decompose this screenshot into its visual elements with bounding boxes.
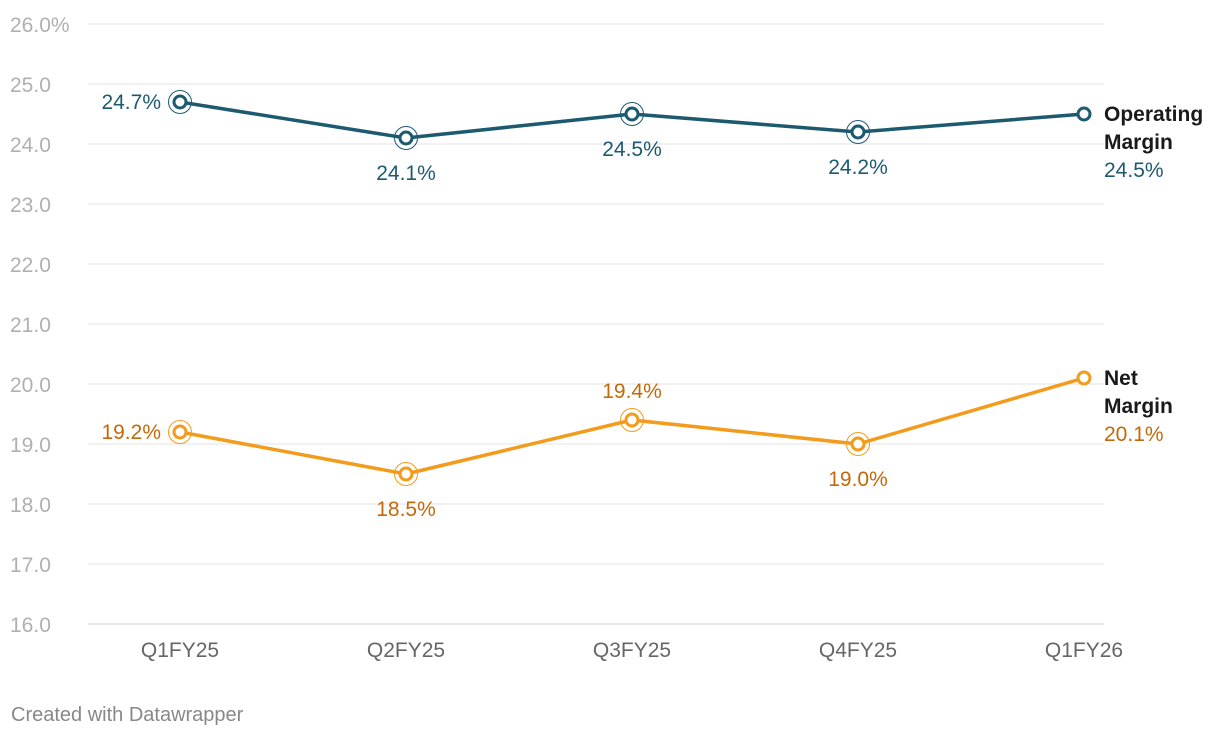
net-point-halo	[168, 420, 192, 444]
y-tick-label: 24.0	[10, 134, 51, 157]
operating-point-halo	[168, 90, 192, 114]
operating-data-label: 24.7%	[101, 91, 161, 114]
operating-point-halo	[846, 120, 870, 144]
y-tick-label: 25.0	[10, 74, 51, 97]
credit-text: Created with Datawrapper	[11, 704, 244, 726]
net-point	[172, 424, 188, 440]
y-tick-label: 17.0	[10, 554, 51, 577]
x-tick-label: Q2FY25	[367, 639, 445, 662]
operating-point	[1076, 106, 1092, 122]
x-tick-label: Q1FY25	[141, 639, 219, 662]
net-data-label: 19.0%	[828, 468, 888, 491]
y-tick-label: 21.0	[10, 314, 51, 337]
operating-series-name: Operating	[1104, 103, 1203, 126]
operating-point-halo	[620, 102, 644, 126]
net-point-halo	[394, 462, 418, 486]
net-series-name: Margin	[1104, 395, 1173, 418]
net-point	[850, 436, 866, 452]
x-tick-label: Q4FY25	[819, 639, 897, 662]
operating-series-name: Margin	[1104, 131, 1173, 154]
y-tick-label: 19.0	[10, 434, 51, 457]
y-tick-label: 22.0	[10, 254, 51, 277]
x-tick-label: Q3FY25	[593, 639, 671, 662]
net-point	[1076, 370, 1092, 386]
net-point-halo	[846, 432, 870, 456]
net-data-label: 19.4%	[602, 380, 662, 403]
y-tick-label: 26.0%	[10, 14, 70, 37]
operating-data-label: 24.1%	[376, 162, 436, 185]
net-data-label: 19.2%	[101, 421, 161, 444]
line-chart: 26.0% 25.0 24.0 23.0 22.0 21.0 20.0 19.0 18.0 17.…	[10, 14, 1203, 662]
net-point-halo	[620, 408, 644, 432]
operating-point	[172, 94, 188, 110]
net-point	[624, 412, 640, 428]
x-tick-label: Q1FY26	[1045, 639, 1123, 662]
net-point	[398, 466, 414, 482]
operating-point-halo	[394, 126, 418, 150]
y-tick-label: 23.0	[10, 194, 51, 217]
y-tick-label: 16.0	[10, 614, 51, 637]
net-data-label: 20.1%	[1104, 423, 1164, 446]
net-series-name: Net	[1104, 367, 1138, 390]
y-tick-label: 20.0	[10, 374, 51, 397]
net-data-label: 18.5%	[376, 498, 436, 521]
operating-data-label: 24.5%	[1104, 159, 1164, 182]
operating-point	[398, 130, 414, 146]
operating-data-label: 24.5%	[602, 138, 662, 161]
y-tick-label: 18.0	[10, 494, 51, 517]
operating-data-label: 24.2%	[828, 156, 888, 179]
operating-point	[850, 124, 866, 140]
operating-point	[624, 106, 640, 122]
